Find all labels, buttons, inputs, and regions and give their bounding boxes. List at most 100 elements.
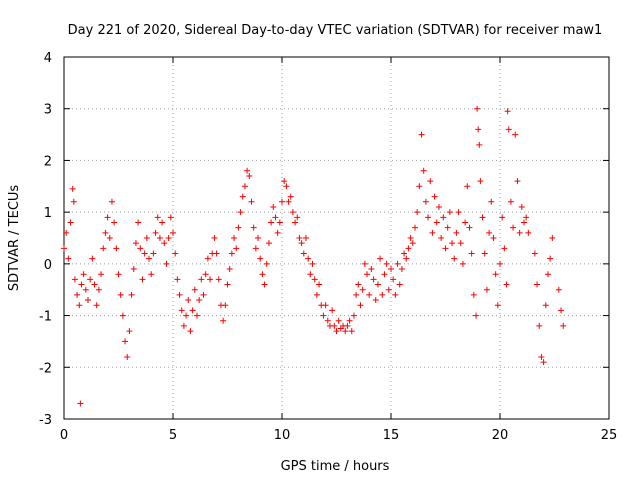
data-point [207,276,214,283]
data-point [124,353,131,360]
data-point [106,235,113,241]
data-point [477,178,484,185]
data-point [233,245,240,252]
data-point [135,219,142,226]
data-point [525,229,532,236]
data-point [198,276,205,283]
data-point [531,250,538,257]
data-point [152,229,159,236]
data-point [355,281,362,288]
data-points [61,105,567,407]
y-tick-label: 2 [44,154,52,169]
data-point [193,312,200,319]
y-tick-label: 3 [44,103,52,118]
data-point [163,260,170,267]
data-point [366,291,373,298]
data-point [440,214,447,221]
data-point [449,240,456,247]
data-point [497,260,503,267]
data-point [492,271,499,278]
data-point [174,276,181,283]
data-point [279,198,285,205]
data-point [342,328,349,335]
data-point [180,322,187,329]
data-point [91,281,98,288]
data-point [84,297,91,304]
data-point [156,235,163,241]
data-point [115,271,122,278]
data-point [433,219,440,226]
data-point [475,126,482,133]
data-point [255,235,262,241]
data-point [516,229,523,236]
data-point [309,260,316,267]
data-point [78,281,85,288]
data-point [211,235,218,241]
data-point [476,141,483,148]
data-point [499,214,506,221]
data-point [359,286,366,293]
data-point [80,271,87,278]
data-point [507,198,514,205]
data-point [394,260,401,267]
data-point [364,271,371,278]
data-point [414,209,421,216]
data-point [429,229,436,236]
data-point [100,245,107,252]
data-point [350,312,357,319]
data-point [416,183,423,190]
data-point [385,286,392,293]
data-point [102,229,109,236]
x-tick-label: 10 [274,428,291,443]
data-point [560,322,567,329]
data-point [494,302,501,309]
data-point [518,203,525,210]
data-point [504,108,511,115]
data-point [93,302,100,309]
data-point [455,209,462,216]
data-point [139,276,146,283]
data-point [296,235,303,241]
data-point [178,307,185,314]
data-point [263,260,270,267]
data-point [283,183,290,190]
data-point [311,276,318,283]
data-point [294,214,301,221]
data-point [457,240,464,247]
data-point [425,214,432,221]
data-point [405,245,412,252]
data-point [226,266,233,273]
data-point [329,307,336,314]
data-point [474,105,481,112]
grid [64,57,609,419]
data-point [420,167,427,174]
data-point [241,183,248,190]
data-point [274,229,281,236]
data-point [117,291,124,298]
data-point [183,312,190,319]
y-tick-label: -1 [39,310,52,325]
data-point [534,281,541,288]
data-point [512,131,519,138]
data-point [544,271,551,278]
data-point [202,271,209,278]
data-point [285,198,292,205]
data-point [287,193,294,200]
data-point [510,224,517,231]
data-point [374,281,381,288]
data-point [77,400,84,407]
data-point [119,312,126,319]
data-point [333,328,340,335]
data-point [95,286,102,293]
data-point [462,219,469,226]
data-point [237,209,244,216]
data-point [313,291,320,298]
data-point [488,198,495,205]
data-point [464,183,471,190]
data-point [261,281,268,288]
data-point [87,276,94,283]
x-axis-label: GPS time / hours [281,459,390,474]
data-point [191,286,198,293]
data-point [204,255,211,262]
